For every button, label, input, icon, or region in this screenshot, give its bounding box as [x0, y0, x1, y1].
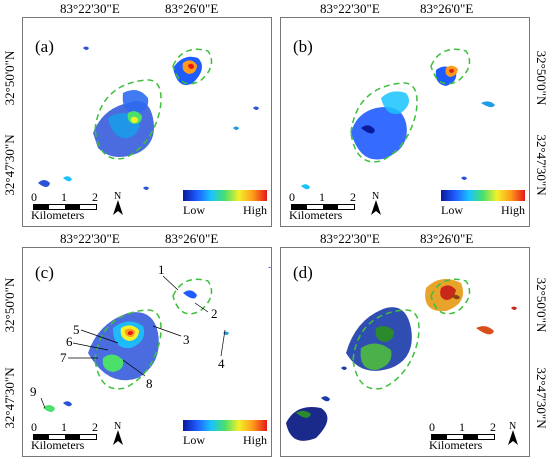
north-letter: N — [509, 421, 516, 432]
lon-label-a-left: 83°22'30"E — [60, 1, 120, 16]
legend-low: Low — [183, 433, 205, 447]
legend-ramp — [183, 420, 267, 431]
scale-tick-1: 1 — [61, 190, 67, 204]
legend-low: Low — [183, 203, 205, 217]
north-letter: N — [372, 191, 379, 202]
scale-tick-2: 2 — [490, 420, 496, 434]
scale-tick-1: 1 — [459, 420, 465, 434]
callout-7: 7 — [60, 350, 67, 365]
lat-label-c-top: 32°50'0"N — [2, 277, 17, 333]
scale-tick-2: 2 — [350, 190, 356, 204]
panel-b: (b) 0 1 2 Kilometers N Low High — [280, 17, 530, 227]
scale-unit: Kilometers — [31, 208, 85, 222]
lon-label-b-right: 83°26'0"E — [420, 1, 474, 16]
legend-high: High — [501, 203, 525, 217]
lon-label-c-right: 83°26'0"E — [165, 231, 219, 246]
deformation-clusters-c — [43, 267, 271, 412]
north-arrow-icon: N — [113, 421, 123, 445]
callout-3: 3 — [183, 332, 190, 347]
scale-tick-0: 0 — [31, 420, 37, 434]
deformation-clusters-d — [286, 279, 517, 441]
color-legend-b: Low High — [441, 190, 525, 220]
lat-label-b-top: 32°50'0"N — [534, 50, 549, 106]
callout-labels: 1 2 3 4 5 6 7 8 9 — [30, 262, 226, 409]
scale-unit: Kilometers — [31, 438, 85, 452]
outline-a — [94, 48, 213, 160]
scale-unit: Kilometers — [289, 208, 343, 222]
scale-tick-1: 1 — [61, 420, 67, 434]
lat-label-a-bottom: 32°47'30"N — [2, 134, 17, 196]
panel-a: (a) 0 1 2 Kilometers N Low High — [22, 17, 272, 227]
lon-label-c-left: 83°22'30"E — [60, 231, 120, 246]
lon-label-d-right: 83°26'0"E — [420, 231, 474, 246]
panel-label-a: (a) — [35, 37, 54, 56]
lat-label-b-bottom: 32°47'30"N — [534, 134, 549, 196]
color-legend-a: Low High — [183, 190, 267, 220]
north-letter: N — [114, 421, 121, 432]
lon-label-d-left: 83°22'30"E — [320, 231, 380, 246]
scale-tick-0: 0 — [289, 190, 295, 204]
panel-d: (d) 0 1 2 Kilometers N — [280, 247, 530, 457]
scale-unit: Kilometers — [429, 438, 483, 452]
scale-tick-1: 1 — [319, 190, 325, 204]
callout-5: 5 — [73, 322, 80, 337]
north-arrow-icon: N — [113, 191, 123, 215]
map-c: 1 2 3 4 5 6 7 8 9 — [30, 262, 271, 412]
lat-label-c-bottom: 32°47'30"N — [2, 367, 17, 429]
legend-high: High — [243, 203, 267, 217]
color-legend-c: Low High — [183, 420, 267, 450]
callout-1: 1 — [158, 262, 165, 277]
north-arrow-icon: N — [508, 421, 518, 445]
panel-label-b: (b) — [293, 37, 313, 56]
lat-label-a-top: 32°50'0"N — [2, 50, 17, 106]
callout-2: 2 — [211, 306, 218, 321]
scale-tick-2: 2 — [92, 190, 98, 204]
lat-label-d-bottom: 32°47'30"N — [534, 367, 549, 429]
legend-ramp — [183, 190, 267, 201]
map-b — [301, 48, 495, 190]
deformation-clusters-b — [301, 65, 495, 190]
scale-tick-0: 0 — [429, 420, 435, 434]
callout-4: 4 — [218, 356, 225, 371]
outline-b — [350, 48, 471, 163]
map-a — [38, 46, 259, 190]
deformation-clusters-a — [38, 46, 259, 190]
scale-tick-2: 2 — [92, 420, 98, 434]
scale-tick-0: 0 — [31, 190, 37, 204]
outline-d — [352, 278, 471, 390]
lon-label-b-left: 83°22'30"E — [320, 1, 380, 16]
north-arrow-icon: N — [371, 191, 381, 215]
callout-9: 9 — [30, 384, 37, 399]
map-d — [286, 278, 517, 441]
legend-low: Low — [441, 203, 463, 217]
panel-c: 1 2 3 4 5 6 7 8 9 (c) 0 1 2 Kilometers N L… — [22, 247, 272, 457]
panel-label-d: (d) — [293, 263, 313, 282]
outline-c — [94, 278, 213, 390]
callout-8: 8 — [146, 376, 153, 391]
legend-ramp — [441, 190, 525, 201]
north-letter: N — [114, 191, 121, 202]
legend-high: High — [243, 433, 267, 447]
panel-label-c: (c) — [35, 263, 54, 282]
lon-label-a-right: 83°26'0"E — [165, 1, 219, 16]
lat-label-d-top: 32°50'0"N — [534, 277, 549, 333]
callout-6: 6 — [66, 334, 73, 349]
